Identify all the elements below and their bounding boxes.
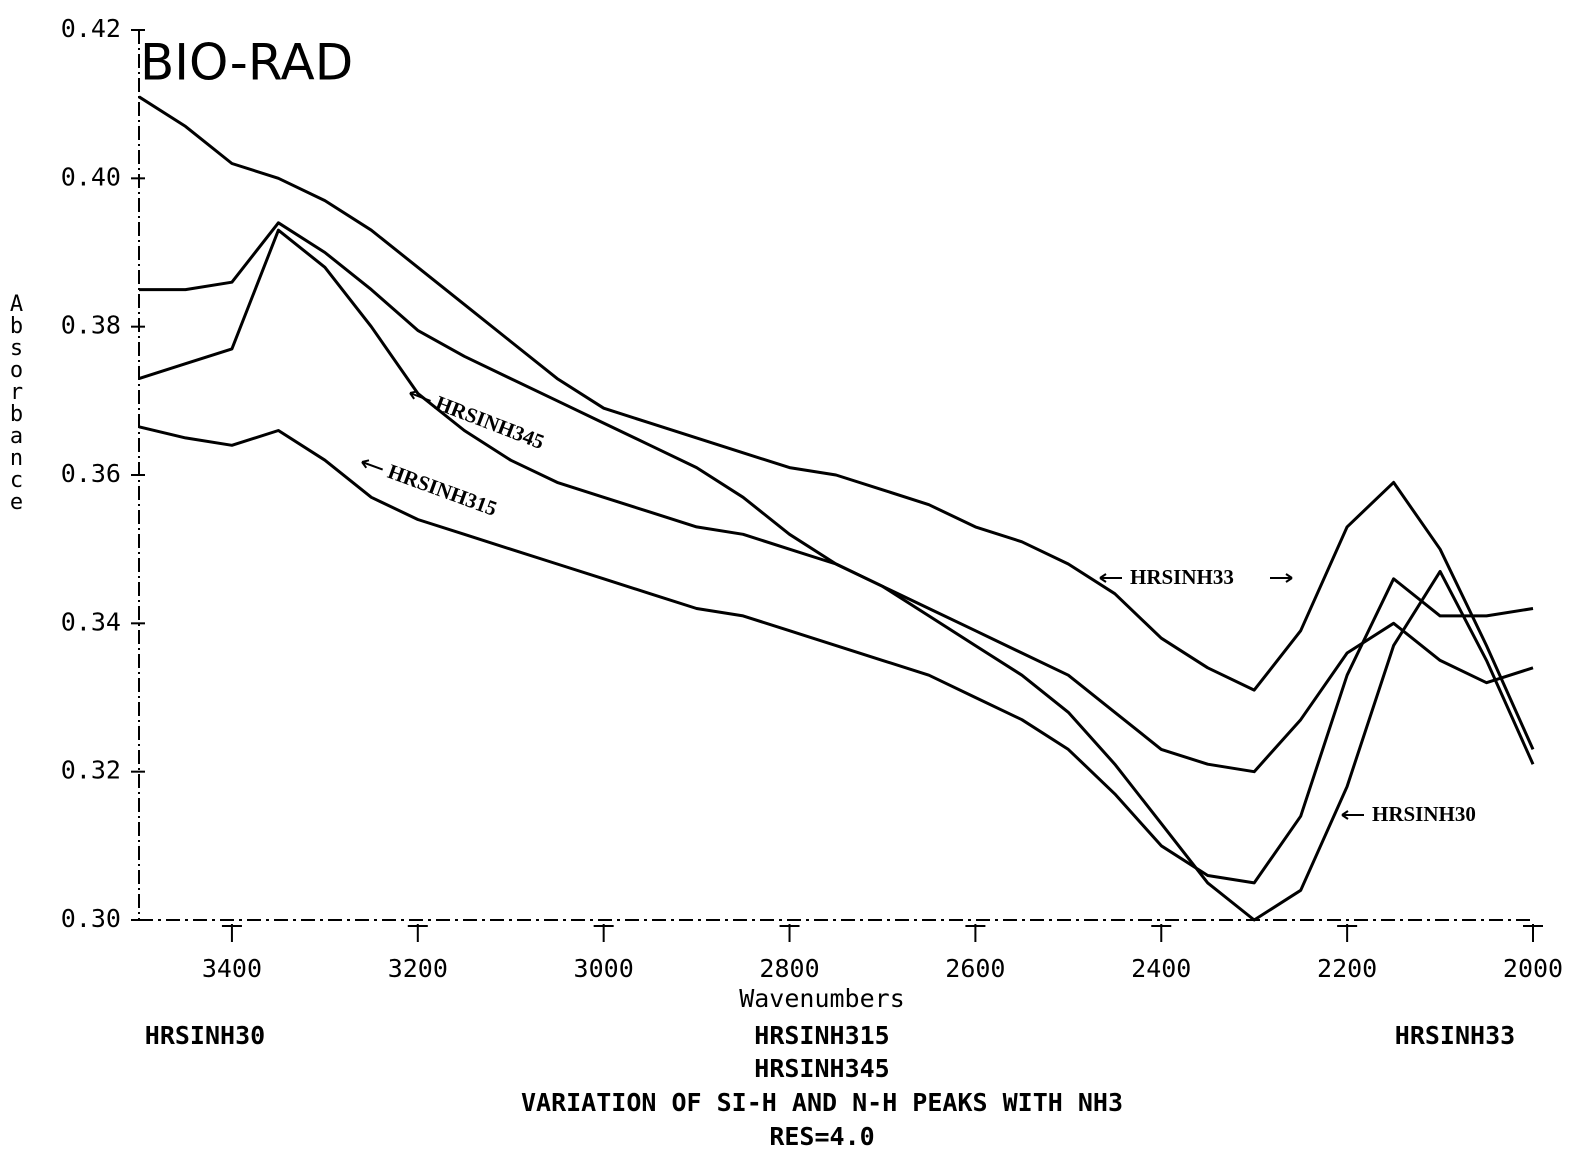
annotation: HRSINH345 [409, 390, 548, 454]
y-tick-label: 0.30 [61, 904, 121, 933]
y-tick-label: 0.36 [61, 459, 121, 488]
y-tick-label: 0.38 [61, 311, 121, 340]
annotation: HRSINH33 [1099, 565, 1293, 589]
x-tick-label: 3400 [202, 954, 262, 983]
arrow [1099, 573, 1122, 583]
x-axis-label: Wavenumbers [739, 984, 905, 1013]
x-tick [1523, 924, 1543, 942]
x-tick [1337, 924, 1358, 942]
x-tick-label: 2600 [945, 954, 1005, 983]
arrow [1341, 810, 1364, 820]
chart-title: VARIATION OF SI-H AND N-H PEAKS WITH NH3 [521, 1088, 1123, 1117]
brand: BIO-RAD [140, 34, 353, 92]
annotation: HRSINH30 [1341, 802, 1476, 826]
y-tick-label: 0.40 [61, 162, 121, 191]
x-tick-label: 2400 [1131, 954, 1191, 983]
x-tick-label: 2200 [1317, 954, 1377, 983]
annotation-label: HRSINH345 [432, 391, 547, 454]
x-tick [779, 924, 800, 942]
y-tick-label: 0.42 [61, 14, 121, 43]
arrow [1270, 573, 1293, 583]
x-tick [965, 924, 986, 942]
legend-label: HRSINH345 [754, 1054, 889, 1083]
x-tick [593, 924, 614, 942]
x-tick-label: 2000 [1503, 954, 1563, 983]
x-tick-label: 3000 [574, 954, 634, 983]
legend-label: HRSINH30 [145, 1021, 265, 1050]
y-tick-label: 0.32 [61, 756, 121, 785]
x-tick-label: 3200 [388, 954, 448, 983]
legend-label: HRSINH315 [754, 1021, 889, 1050]
legend-label: HRSINH33 [1395, 1021, 1515, 1050]
annotation: HRSINH315 [361, 459, 500, 521]
chart-subtitle: RES=4.0 [769, 1122, 874, 1151]
annotation-label: HRSINH30 [1372, 802, 1476, 826]
series-line [139, 221, 1535, 922]
y-tick-label: 0.34 [61, 607, 121, 636]
series-line [138, 425, 1534, 885]
series-line [138, 95, 1535, 751]
arrow [361, 459, 384, 471]
x-tick [1151, 924, 1172, 942]
x-tick-label: 2800 [759, 954, 819, 983]
series-line [138, 228, 1534, 774]
x-tick [407, 924, 428, 942]
y-axis-label: Absorbance [4, 292, 29, 512]
annotation-label: HRSINH33 [1130, 565, 1234, 589]
x-tick [221, 924, 242, 942]
